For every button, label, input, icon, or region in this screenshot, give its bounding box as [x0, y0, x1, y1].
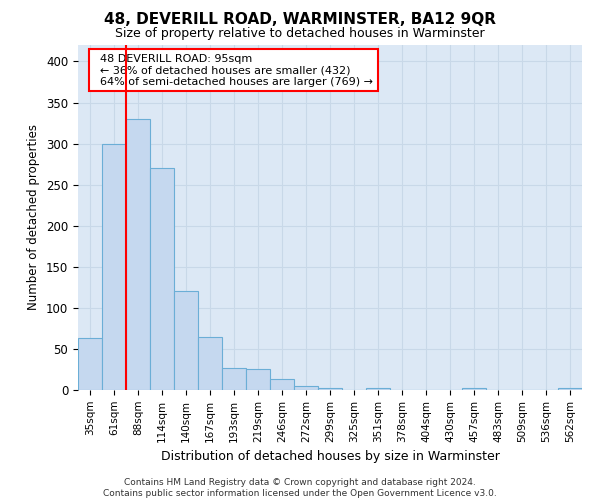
Bar — [270, 380, 294, 390]
Bar — [558, 388, 582, 390]
Text: Size of property relative to detached houses in Warminster: Size of property relative to detached ho… — [115, 28, 485, 40]
Bar — [246, 370, 270, 390]
X-axis label: Distribution of detached houses by size in Warminster: Distribution of detached houses by size … — [161, 450, 499, 463]
Y-axis label: Number of detached properties: Number of detached properties — [28, 124, 40, 310]
Bar — [126, 119, 150, 390]
Bar — [294, 386, 318, 390]
Bar — [174, 292, 198, 390]
Text: Contains HM Land Registry data © Crown copyright and database right 2024.
Contai: Contains HM Land Registry data © Crown c… — [103, 478, 497, 498]
Bar — [222, 368, 246, 390]
Bar — [150, 168, 174, 390]
Bar — [78, 338, 102, 390]
Bar — [318, 388, 342, 390]
Bar — [102, 144, 126, 390]
Bar — [462, 388, 486, 390]
Text: 48, DEVERILL ROAD, WARMINSTER, BA12 9QR: 48, DEVERILL ROAD, WARMINSTER, BA12 9QR — [104, 12, 496, 28]
Text: 48 DEVERILL ROAD: 95sqm
  ← 36% of detached houses are smaller (432)
  64% of se: 48 DEVERILL ROAD: 95sqm ← 36% of detache… — [93, 54, 373, 87]
Bar — [198, 336, 222, 390]
Bar — [366, 388, 390, 390]
